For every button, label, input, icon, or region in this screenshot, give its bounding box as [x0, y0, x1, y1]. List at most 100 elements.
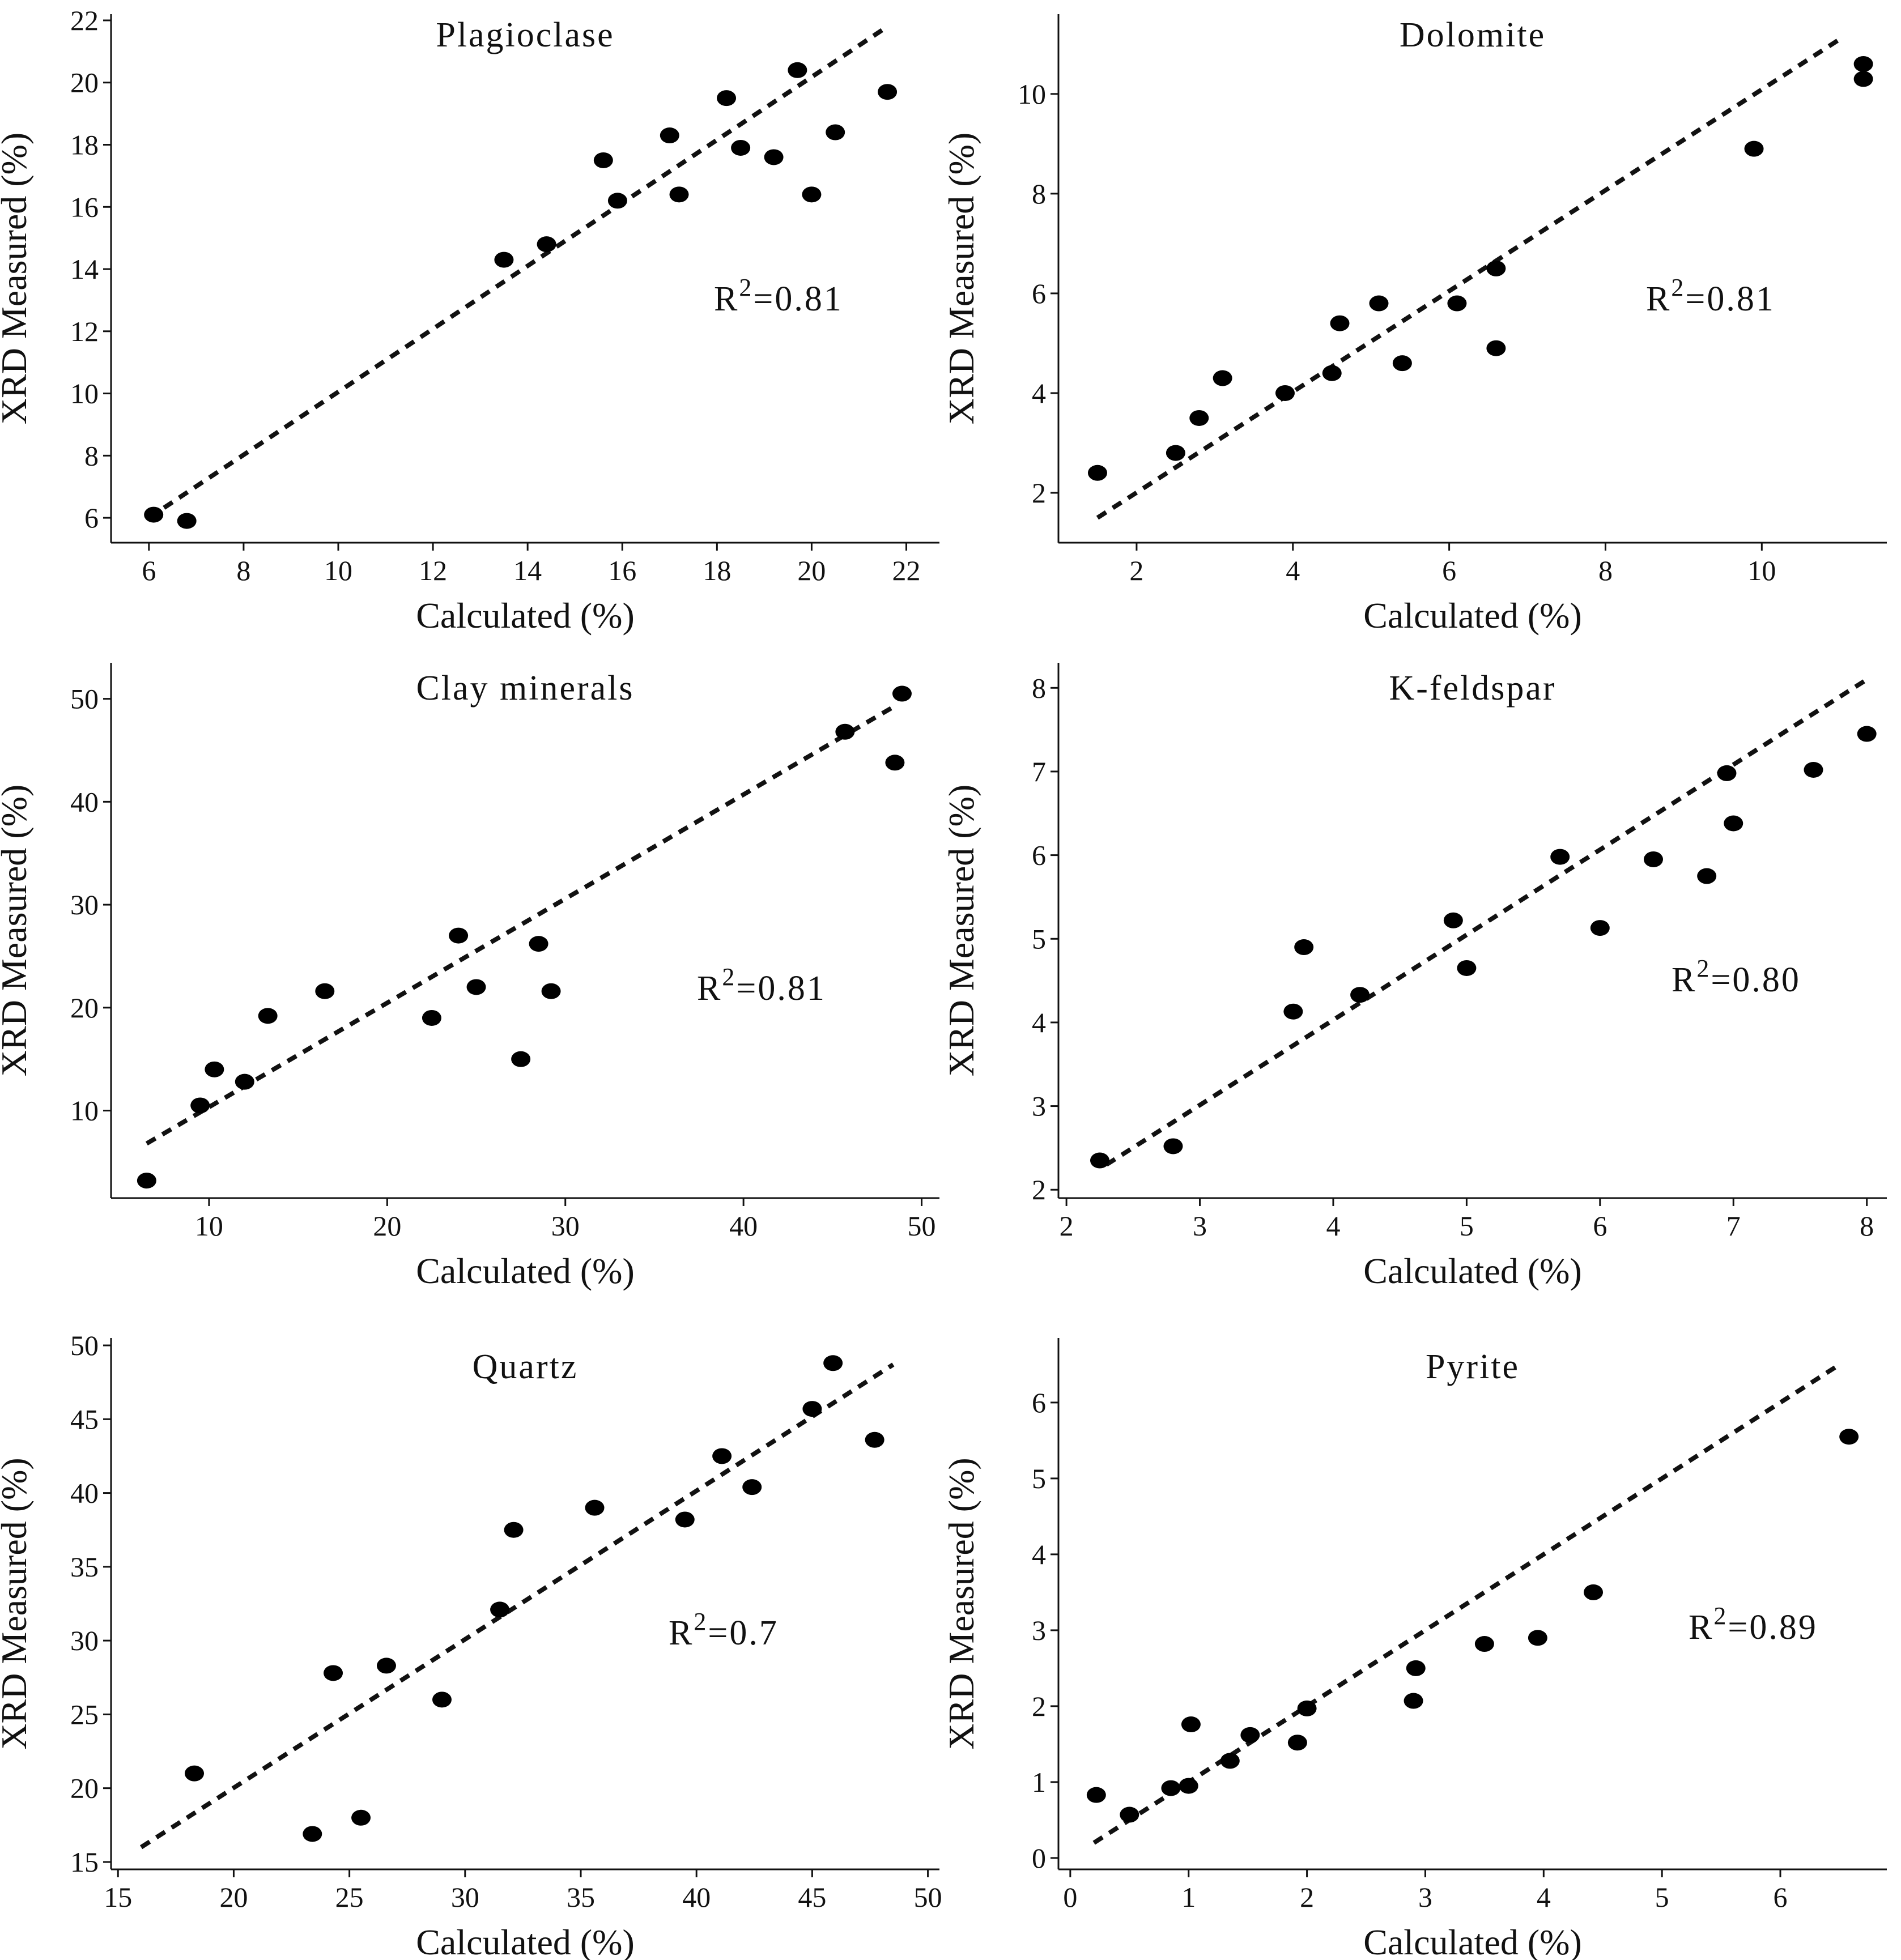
pyrite-x-tick-label: 0: [1063, 1881, 1077, 1913]
pyrite-point: [1240, 1727, 1260, 1743]
quartz-point: [865, 1431, 884, 1448]
pyrite-y-tick-label: 4: [1032, 1539, 1046, 1570]
quartz-point: [585, 1499, 605, 1516]
pyrite-fit-line: [1092, 1362, 1841, 1845]
dolomite-point: [1369, 295, 1389, 312]
clay-minerals-x-tick-label: 20: [373, 1210, 401, 1242]
plagioclase-point: [788, 62, 807, 78]
clay-minerals-x-tick-label: 30: [551, 1210, 580, 1242]
plagioclase-x-tick-label: 8: [236, 555, 250, 586]
dolomite-point: [1486, 340, 1506, 356]
pyrite-x-tick-label: 1: [1181, 1881, 1196, 1913]
dolomite-point: [1853, 71, 1873, 87]
dolomite-x-tick-label: 4: [1286, 555, 1300, 586]
clay-minerals-point: [541, 983, 561, 999]
quartz-point: [802, 1401, 822, 1417]
quartz-x-tick-label: 45: [798, 1881, 826, 1913]
quartz-y-tick-label: 20: [70, 1772, 99, 1804]
quartz-x-tick-label: 40: [682, 1881, 711, 1913]
plagioclase-point: [177, 513, 197, 529]
pyrite-y-tick-label: 0: [1032, 1842, 1046, 1874]
clay-minerals-y-tick-label: 40: [70, 786, 99, 817]
quartz-r2-annotation: R2=0.7: [669, 1608, 779, 1652]
pyrite-point: [1287, 1735, 1307, 1751]
pyrite-point: [1120, 1806, 1139, 1823]
quartz-point: [712, 1448, 732, 1464]
k-feldspar-x-tick-label: 3: [1193, 1210, 1207, 1242]
k-feldspar-x-axis-label: Calculated (%): [1363, 1251, 1582, 1291]
pyrite-y-tick-label: 3: [1032, 1614, 1046, 1646]
dolomite-x-tick-label: 2: [1129, 555, 1143, 586]
dolomite-point: [1486, 260, 1506, 276]
pyrite-y-tick-label: 1: [1032, 1766, 1046, 1798]
pyrite-y-tick-label: 2: [1032, 1690, 1046, 1722]
panel-plagioclase: 6 8 10 12 14 16 18 20 22 6 8 10 12 14 16 18 20 22 Calculat…: [0, 5, 939, 636]
pyrite-point: [1181, 1716, 1201, 1733]
plagioclase-y-tick-label: 14: [70, 253, 99, 285]
plagioclase-y-tick-label: 6: [84, 502, 99, 534]
dolomite-fit-line: [1096, 37, 1842, 520]
clay-minerals-r2-annotation: R2=0.81: [697, 963, 826, 1008]
k-feldspar-point: [1717, 765, 1737, 781]
plagioclase-point: [537, 236, 556, 253]
dolomite-y-tick-label: 6: [1032, 278, 1046, 309]
k-feldspar-point: [1090, 1152, 1109, 1169]
plagioclase-point: [878, 84, 898, 100]
plagioclase-x-tick-label: 18: [703, 555, 731, 586]
pyrite-x-tick-label: 3: [1418, 1881, 1432, 1913]
quartz-y-tick-label: 35: [70, 1551, 99, 1583]
plagioclase-point: [494, 252, 514, 268]
clay-minerals-x-tick-label: 50: [908, 1210, 936, 1242]
k-feldspar-point: [1644, 851, 1664, 867]
plagioclase-x-tick-label: 20: [797, 555, 826, 586]
clay-minerals-point: [315, 983, 335, 999]
pyrite-title: Pyrite: [1426, 1348, 1520, 1386]
plagioclase-fit-line: [147, 24, 889, 520]
k-feldspar-r2-annotation: R2=0.80: [1672, 955, 1801, 999]
dolomite-x-tick-label: 10: [1747, 555, 1776, 586]
quartz-point: [742, 1479, 762, 1495]
dolomite-title: Dolomite: [1400, 16, 1546, 54]
k-feldspar-point: [1163, 1138, 1183, 1154]
k-feldspar-point: [1697, 868, 1717, 884]
pyrite-x-tick-label: 4: [1537, 1881, 1551, 1913]
plagioclase-y-tick-label: 22: [70, 5, 99, 36]
clay-minerals-y-tick-label: 30: [70, 889, 99, 921]
pyrite-point: [1161, 1780, 1181, 1796]
dolomite-y-tick-label: 10: [1018, 78, 1046, 110]
dolomite-point: [1166, 445, 1185, 461]
clay-minerals-fit-line: [145, 704, 896, 1146]
k-feldspar-point: [1857, 726, 1877, 742]
quartz-title: Quartz: [473, 1348, 579, 1386]
clay-minerals-title: Clay minerals: [416, 669, 634, 708]
k-feldspar-fit-line: [1105, 678, 1868, 1167]
quartz-y-tick-label: 50: [70, 1330, 99, 1361]
dolomite-point: [1322, 365, 1342, 381]
clay-minerals-x-axis-label: Calculated (%): [416, 1251, 635, 1291]
dolomite-point: [1392, 355, 1412, 372]
quartz-point: [351, 1809, 371, 1826]
plagioclase-point: [764, 149, 784, 165]
pyrite-x-tick-label: 6: [1774, 1881, 1788, 1913]
quartz-y-tick-label: 45: [70, 1403, 99, 1435]
dolomite-point: [1189, 410, 1209, 426]
quartz-x-tick-label: 35: [567, 1881, 595, 1913]
k-feldspar-point: [1457, 960, 1477, 976]
clay-minerals-point: [449, 927, 469, 944]
plagioclase-y-tick-label: 20: [70, 67, 99, 99]
plagioclase-y-tick-label: 12: [70, 316, 99, 347]
plagioclase-y-tick-label: 8: [84, 440, 99, 471]
quartz-point: [376, 1658, 396, 1674]
plagioclase-x-axis-label: Calculated (%): [416, 595, 635, 636]
quartz-x-tick-label: 25: [335, 1881, 364, 1913]
clay-minerals-point: [137, 1173, 156, 1189]
dolomite-y-tick-label: 4: [1032, 377, 1046, 409]
plagioclase-x-tick-label: 14: [513, 555, 542, 586]
plagioclase-y-axis-label: XRD Measured (%): [0, 133, 34, 424]
dolomite-point: [1087, 465, 1107, 481]
plagioclase-y-tick-label: 16: [70, 191, 99, 223]
k-feldspar-point: [1724, 815, 1743, 832]
k-feldspar-x-tick-label: 6: [1593, 1210, 1607, 1242]
clay-minerals-y-axis-label: XRD Measured (%): [0, 785, 34, 1076]
